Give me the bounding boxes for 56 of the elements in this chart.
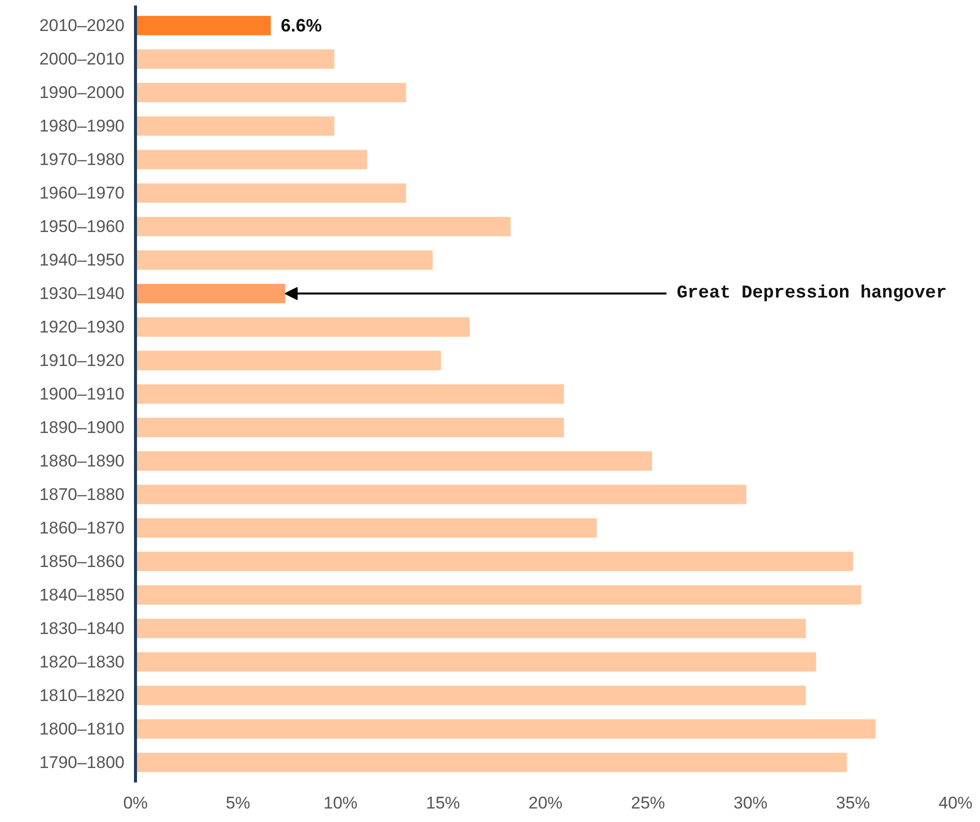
bar: [136, 451, 652, 471]
y-tick-label: 1920–1930: [39, 318, 124, 337]
x-tick-label: 15%: [426, 794, 460, 812]
bar: [136, 49, 334, 69]
x-tick-label: 25%: [630, 794, 666, 812]
x-tick-label: 0%: [123, 794, 148, 812]
y-tick-label: 2000–2010: [39, 50, 124, 69]
bar: [136, 317, 470, 337]
bar: [136, 719, 876, 739]
y-tick-label: 1840–1850: [39, 585, 124, 604]
y-tick-label: 1950–1960: [39, 217, 124, 236]
y-tick-label: 1820–1830: [39, 652, 124, 672]
annotation: Great Depression hangover: [676, 284, 947, 304]
data-label: 6.6%: [280, 16, 322, 36]
y-tick-label: 1890–1900: [39, 418, 124, 437]
bar: [136, 585, 862, 605]
y-tick-label: 1970–1980: [39, 150, 124, 170]
bar: [136, 552, 853, 572]
y-tick-label: 1810–1820: [39, 686, 124, 705]
bar: [136, 250, 433, 270]
x-tick-label: 5%: [226, 794, 250, 812]
bar: [136, 116, 334, 136]
y-tick-label: 1870–1880: [39, 484, 124, 504]
bar: [136, 752, 847, 772]
bar: [136, 618, 806, 638]
y-tick-label: 1940–1950: [39, 250, 124, 270]
bar: [136, 350, 441, 370]
y-tick-label: 1800–1810: [39, 719, 124, 738]
bar: [136, 16, 271, 36]
bar: [136, 183, 406, 203]
y-tick-label: 1880–1890: [39, 451, 124, 470]
x-tick-label: 20%: [528, 794, 563, 812]
bar: [136, 150, 368, 170]
y-tick-label: 1910–1920: [39, 351, 124, 370]
bar: [136, 418, 564, 438]
y-tick-label: 2010–2020: [39, 16, 124, 36]
bar: [136, 82, 406, 102]
y-tick-label: 1930–1940: [39, 284, 124, 304]
y-tick-label: 1900–1910: [39, 384, 124, 404]
bar: [136, 518, 597, 538]
y-tick-label: 1790–1800: [39, 752, 124, 772]
bar: [136, 484, 746, 504]
bar: [136, 216, 511, 236]
bar: [136, 652, 816, 672]
x-tick-label: 35%: [836, 794, 870, 812]
y-tick-label: 1960–1970: [39, 184, 124, 203]
y-tick-label: 1850–1860: [39, 552, 124, 571]
bar: [136, 686, 806, 706]
bar: [136, 384, 564, 404]
x-tick-label: 40%: [938, 794, 973, 812]
y-tick-label: 1990–2000: [39, 83, 124, 102]
y-tick-label: 1830–1840: [39, 618, 124, 638]
y-tick-label: 1860–1870: [39, 518, 124, 538]
x-tick-label: 30%: [733, 794, 768, 812]
x-tick-label: 10%: [323, 794, 358, 812]
y-tick-label: 1980–1990: [39, 116, 124, 136]
